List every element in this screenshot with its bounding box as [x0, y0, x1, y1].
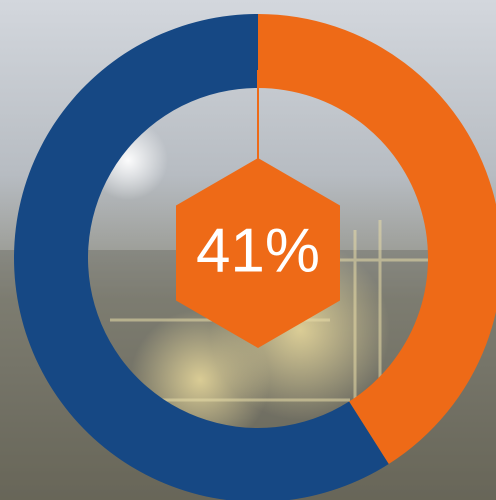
hexagon [176, 158, 340, 348]
center-label: 41% [196, 216, 320, 285]
donut [14, 14, 496, 500]
donut-segment [258, 14, 496, 465]
donut-segment [14, 14, 389, 500]
